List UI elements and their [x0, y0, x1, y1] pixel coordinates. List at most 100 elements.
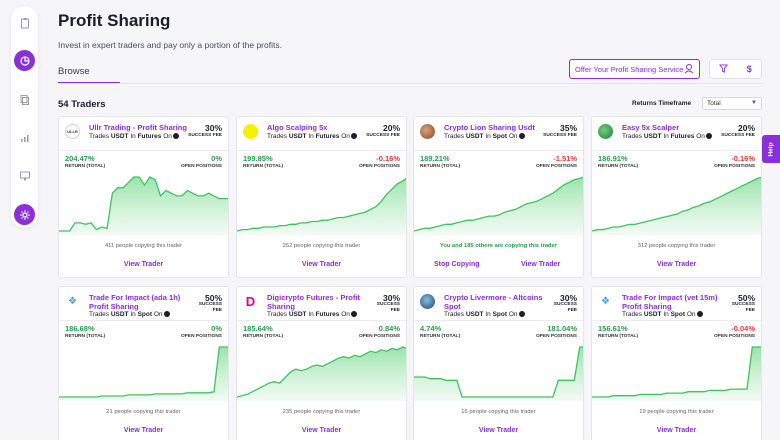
performance-chart — [237, 346, 406, 401]
card-divider — [59, 320, 228, 321]
return-total-label: RETURN (TOTAL) — [243, 164, 284, 169]
filter-icon[interactable] — [719, 63, 729, 75]
stop-copying-button[interactable]: Stop Copying — [434, 261, 480, 268]
copy-icon[interactable] — [14, 89, 35, 110]
trader-name[interactable]: Trade For Impact (vet 15m) Profit Sharin… — [622, 293, 718, 311]
trader-avatar: ULLR — [65, 124, 80, 139]
open-positions-value: -0.16% — [376, 154, 400, 163]
page-title: Profit Sharing — [58, 11, 171, 30]
copying-count: 235 people copying this trader — [282, 409, 361, 415]
return-total-value: 185.64% — [243, 324, 273, 333]
trader-name[interactable]: Crypto Livermore - Altcoins Spot — [444, 293, 543, 311]
open-positions-value: -1.51% — [553, 154, 577, 163]
view-trader-button[interactable]: View Trader — [301, 261, 342, 268]
return-total-value: 186.91% — [598, 154, 628, 163]
settings-icon[interactable] — [14, 204, 35, 225]
help-label: Help — [767, 141, 775, 157]
chart-line — [414, 176, 583, 232]
chart-area — [414, 347, 583, 401]
monitor-icon[interactable] — [14, 165, 35, 186]
success-fee-value: 30% — [382, 293, 400, 303]
page-subtitle: Invest in expert traders and pay only a … — [58, 40, 282, 50]
chart-line — [414, 346, 583, 398]
chart-area — [414, 177, 583, 235]
view-trader-button[interactable]: View Trader — [123, 427, 164, 434]
success-fee-label: SUCCESS FEE — [198, 302, 222, 313]
success-fee-value: 20% — [737, 123, 755, 133]
return-total-label: RETURN (TOTAL) — [420, 164, 461, 169]
trader-avatar — [420, 124, 435, 139]
view-trader-button[interactable]: View Trader — [301, 427, 342, 434]
success-fee-label: SUCCESS FEE — [731, 302, 755, 313]
trader-card[interactable]: ULLR Ullr Trading - Profit Sharing Trade… — [58, 116, 229, 278]
trader-name[interactable]: Ullr Trading - Profit Sharing — [89, 123, 187, 132]
trader-name[interactable]: Crypto Lion Sharing Usdt — [444, 123, 535, 132]
chart-line — [237, 177, 406, 232]
return-total-label: RETURN (TOTAL) — [598, 164, 639, 169]
trader-name[interactable]: Easy 5x Scalper — [622, 123, 680, 132]
offer-profit-sharing-button[interactable]: Offer Your Profit Sharing Service — [569, 59, 700, 79]
exchange-coin-icon — [705, 133, 712, 139]
trader-card[interactable]: Crypto Lion Sharing Usdt Trades USDT In … — [413, 116, 584, 278]
tab-browse[interactable]: Browse — [58, 66, 90, 77]
chart-line — [59, 346, 228, 398]
success-fee-value: 30% — [204, 123, 222, 133]
open-positions-value: 0.84% — [378, 324, 400, 333]
clipboard-icon[interactable] — [14, 12, 35, 33]
success-fee-label: SUCCESS FEE — [366, 133, 400, 138]
trader-card[interactable]: D Digicrypto Futures - Profit Sharing Tr… — [236, 286, 407, 440]
trader-card[interactable]: ❖ Trade For Impact (ada 1h) Profit Shari… — [58, 286, 229, 440]
open-positions-label: OPEN POSITIONS — [180, 334, 222, 339]
view-trader-button[interactable]: View Trader — [123, 261, 164, 268]
exchange-coin-icon — [518, 133, 525, 139]
open-positions-value: 0% — [211, 324, 222, 333]
copying-count: You and 185 others are copying this trad… — [439, 243, 558, 249]
success-fee-label: SUCCESS FEE — [376, 302, 400, 313]
trader-name[interactable]: Algo Scalping 5x — [267, 123, 328, 132]
trader-card[interactable]: Crypto Livermore - Altcoins Spot Trades … — [413, 286, 584, 440]
return-total-value: 189.21% — [420, 154, 450, 163]
filter-toolbar: $ — [709, 59, 762, 79]
header-divider — [58, 83, 762, 84]
performance-chart — [592, 346, 761, 401]
view-trader-button[interactable]: View Trader — [478, 427, 519, 434]
trader-card[interactable]: Easy 5x Scalper Trades USDT In Futures O… — [591, 116, 762, 278]
trader-card[interactable]: ❖ Trade For Impact (vet 15m) Profit Shar… — [591, 286, 762, 440]
performance-chart — [59, 346, 228, 401]
view-trader-button[interactable]: View Trader — [521, 261, 561, 268]
performance-chart — [237, 177, 406, 235]
trader-name[interactable]: Digicrypto Futures - Profit Sharing — [267, 293, 360, 311]
card-divider — [592, 320, 761, 321]
pie-chart-icon[interactable] — [14, 50, 35, 71]
exchange-coin-icon — [350, 311, 357, 317]
returns-timeframe-select[interactable]: Total ▼ — [702, 97, 762, 110]
exchange-coin-icon — [350, 133, 357, 139]
return-total-label: RETURN (TOTAL) — [243, 334, 284, 339]
performance-chart — [59, 176, 228, 235]
chart-line — [592, 176, 761, 232]
performance-chart — [414, 346, 583, 401]
help-tab[interactable]: Help — [762, 135, 780, 163]
traders-count: 54 Traders — [58, 99, 106, 110]
chevron-down-icon: ▼ — [751, 100, 757, 106]
view-trader-button[interactable]: View Trader — [656, 261, 697, 268]
chart-line — [237, 346, 406, 398]
bar-chart-icon[interactable] — [14, 127, 35, 148]
trader-market-info: Trades USDT In Spot On — [89, 311, 170, 318]
trader-card[interactable]: Algo Scalping 5x Trades USDT In Futures … — [236, 116, 407, 278]
success-fee-label: SUCCESS FEE — [553, 302, 577, 313]
dollar-icon[interactable]: $ — [746, 64, 752, 74]
copying-count: 411 people copying this trader — [104, 243, 183, 249]
chart-area — [592, 347, 761, 401]
open-positions-label: OPEN POSITIONS — [180, 164, 222, 169]
offer-button-label: Offer Your Profit Sharing Service — [575, 64, 684, 74]
return-total-value: 204.47% — [65, 154, 95, 163]
trader-market-info: Trades USDT In Futures On — [267, 311, 357, 318]
copying-count: 252 people copying this trader — [282, 243, 361, 249]
open-positions-label: OPEN POSITIONS — [358, 334, 400, 339]
view-trader-button[interactable]: View Trader — [656, 427, 697, 434]
trader-avatar — [598, 124, 613, 139]
trader-name[interactable]: Trade For Impact (ada 1h) Profit Sharing — [89, 293, 181, 311]
copying-count: 21 people copying this trader — [106, 409, 181, 415]
success-fee-label: SUCCESS FEE — [188, 133, 222, 138]
